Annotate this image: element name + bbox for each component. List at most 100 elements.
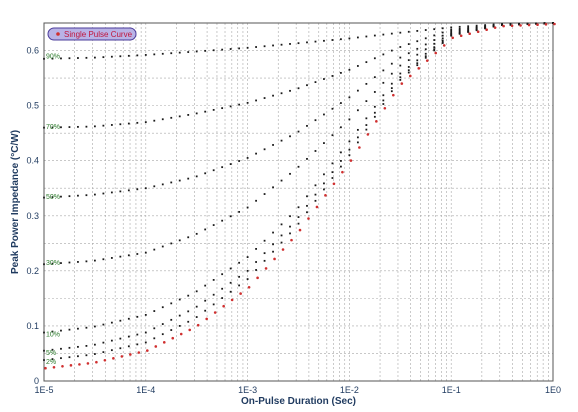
data-point — [331, 177, 334, 179]
data-point — [280, 179, 283, 182]
data-point — [170, 242, 173, 245]
data-point — [390, 62, 393, 65]
data-point — [340, 71, 342, 74]
legend[interactable]: Single Pulse Curve — [47, 27, 137, 41]
data-point — [289, 89, 291, 92]
data-point — [110, 349, 113, 352]
data-point — [307, 217, 310, 220]
data-point — [204, 299, 207, 302]
data-point — [331, 134, 334, 137]
data-point — [281, 248, 285, 251]
data-point — [407, 30, 410, 33]
data-point — [356, 36, 359, 39]
data-point — [119, 319, 122, 322]
data-point — [229, 267, 232, 270]
data-point — [467, 25, 470, 28]
data-point — [502, 24, 505, 28]
data-point — [416, 59, 419, 62]
data-point — [238, 103, 241, 106]
data-point — [366, 133, 370, 136]
data-point — [136, 343, 139, 346]
data-point — [280, 139, 283, 142]
data-point — [44, 366, 47, 370]
data-point — [51, 262, 54, 265]
x-tick-label: 1E0 — [545, 385, 561, 395]
series-labels: 90% 70% 50% 30% 10% 5% 2% — [46, 54, 60, 367]
data-point — [102, 341, 105, 344]
data-point — [246, 269, 249, 272]
data-point — [485, 28, 488, 31]
data-point — [297, 206, 300, 209]
data-point — [273, 257, 276, 261]
data-point — [127, 254, 130, 257]
data-point — [365, 117, 368, 120]
data-point — [204, 284, 207, 287]
data-point — [323, 142, 325, 144]
data-point — [297, 222, 300, 225]
data-point — [390, 49, 393, 52]
data-point — [153, 327, 156, 330]
data-point — [170, 302, 173, 305]
data-point — [85, 326, 88, 329]
data-point — [255, 99, 257, 102]
data-point — [179, 332, 183, 336]
data-point — [212, 303, 215, 306]
data-point — [68, 126, 71, 128]
data-point — [137, 351, 141, 354]
data-point — [255, 261, 257, 263]
data-point — [433, 48, 436, 51]
data-point — [314, 150, 317, 152]
data-point — [373, 76, 376, 79]
data-point — [323, 173, 325, 176]
data-point — [77, 327, 79, 330]
data-point — [536, 23, 539, 27]
data-point — [119, 190, 122, 193]
data-point — [60, 347, 62, 350]
data-point — [434, 51, 438, 55]
data-point — [510, 24, 514, 28]
data-point — [212, 224, 215, 226]
data-point — [196, 323, 200, 327]
data-point — [102, 351, 105, 354]
data-point — [493, 26, 497, 29]
data-point — [314, 193, 317, 196]
data-point — [450, 32, 453, 34]
data-point — [544, 23, 548, 26]
data-point — [43, 331, 45, 334]
data-point — [272, 94, 274, 97]
data-point — [187, 320, 190, 323]
data-point — [222, 304, 225, 308]
x-tick-label: 1E-1 — [442, 385, 461, 395]
legend-box[interactable] — [47, 27, 137, 41]
data-point — [255, 199, 257, 202]
data-point — [263, 97, 266, 99]
data-point — [170, 329, 173, 331]
y-tick-label: 0.2 — [26, 266, 39, 276]
data-point — [297, 216, 300, 218]
data-point — [136, 333, 139, 336]
data-point — [187, 310, 190, 313]
data-point — [195, 232, 198, 235]
data-point — [356, 109, 359, 112]
data-point — [246, 278, 249, 281]
data-point — [229, 105, 232, 108]
data-point — [221, 219, 224, 222]
data-point — [433, 46, 436, 49]
data-point — [433, 34, 436, 37]
data-point — [221, 166, 224, 169]
data-point — [195, 112, 198, 115]
data-point — [467, 31, 470, 33]
data-point — [144, 251, 147, 254]
data-point — [365, 128, 368, 131]
data-point — [289, 232, 291, 235]
data-point — [221, 48, 224, 51]
data-point — [356, 141, 359, 144]
data-point — [468, 32, 471, 36]
data-point — [348, 96, 351, 99]
data-point — [442, 44, 446, 47]
data-point — [110, 191, 113, 194]
data-point — [314, 81, 317, 84]
data-point — [144, 314, 147, 316]
data-point — [306, 211, 308, 214]
